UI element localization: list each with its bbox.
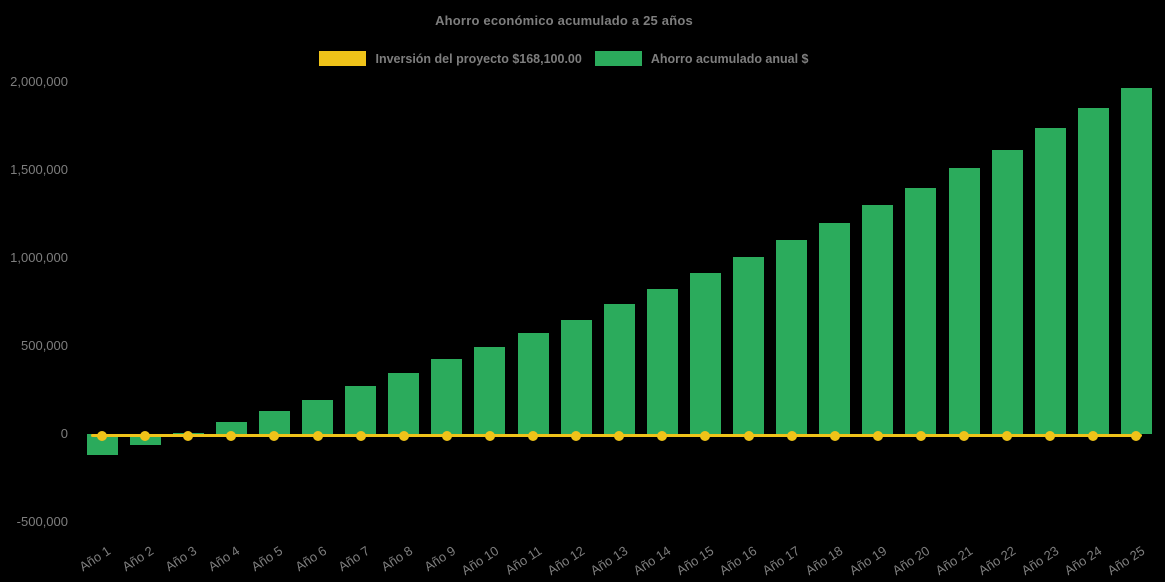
bar-ano-6[interactable]: [302, 399, 333, 434]
x-axis-tick-text: Año 15: [673, 543, 717, 579]
bar-ano-19[interactable]: [862, 205, 894, 434]
investment-line-marker[interactable]: [97, 430, 107, 441]
investment-line-marker[interactable]: [571, 430, 582, 441]
legend-label: Ahorro acumulado anual $: [650, 51, 809, 66]
investment-line-marker[interactable]: [398, 430, 409, 441]
legend: Inversión del proyecto $168,100.00 Ahorro…: [0, 51, 1128, 66]
x-axis-tick-text: Año 14: [630, 543, 674, 579]
investment-line-marker[interactable]: [1088, 430, 1099, 441]
legend-label: Inversión del proyecto $168,100.00: [375, 51, 582, 66]
x-axis-tick-text: Año 9: [421, 543, 458, 575]
legend-item-ahorro[interactable]: Ahorro acumulado anual $: [594, 51, 809, 66]
x-axis-tick-text: Año 8: [378, 543, 415, 575]
x-axis-tick-text: Año 23: [1018, 543, 1062, 579]
investment-line-marker[interactable]: [1131, 430, 1142, 441]
x-axis-tick-text: Año 25: [1104, 543, 1148, 579]
investment-line-marker[interactable]: [786, 430, 797, 441]
x-axis-tick-text: Año 17: [760, 543, 803, 579]
y-axis-tick-label: 1,000,000: [10, 250, 68, 265]
investment-line-marker[interactable]: [872, 430, 883, 441]
y-axis-tick-label: 2,000,000: [10, 74, 68, 89]
investment-line-marker[interactable]: [1002, 430, 1013, 441]
x-axis-tick-text: Año 6: [291, 543, 329, 575]
investment-line-marker[interactable]: [484, 430, 495, 441]
y-axis-tick-label: -500,000: [16, 514, 68, 529]
x-axis-tick-text: Año 4: [205, 543, 243, 575]
x-axis-tick-text: Año 2: [119, 543, 157, 575]
bar-ano-9[interactable]: [431, 359, 463, 434]
x-axis-tick-text: Año 7: [335, 543, 372, 575]
y-axis-tick-label: 0: [60, 426, 68, 441]
x-axis-tick-text: Año 5: [248, 543, 286, 575]
investment-line-marker[interactable]: [743, 430, 754, 441]
bar-ano-7[interactable]: [345, 385, 377, 434]
bar-ano-17[interactable]: [776, 239, 808, 434]
bar-ano-10[interactable]: [474, 346, 506, 434]
investment-line-marker[interactable]: [528, 430, 538, 441]
bar-ano-14[interactable]: [646, 288, 678, 434]
x-axis-tick-text: Año 24: [1061, 543, 1105, 579]
x-axis-tick-text: Año 13: [587, 543, 631, 579]
y-axis-tick-label: 1,500,000: [10, 162, 68, 177]
y-axis-tick-label: 500,000: [21, 338, 68, 353]
bar-ano-16[interactable]: [733, 257, 764, 434]
x-axis-tick-text: Año 3: [162, 543, 200, 575]
bar-ano-18[interactable]: [819, 222, 851, 434]
chart-title: Ahorro económico acumulado a 25 años: [435, 13, 693, 28]
investment-line-marker[interactable]: [614, 430, 625, 441]
investment-line-marker[interactable]: [183, 430, 194, 441]
investment-line-marker[interactable]: [829, 430, 840, 441]
bar-ano-15[interactable]: [689, 272, 721, 434]
chart-header: Ahorro económico acumulado a 25 años Inv…: [0, 0, 1128, 66]
x-axis-tick-text: Año 20: [889, 543, 933, 579]
legend-item-inversion[interactable]: Inversión del proyecto $168,100.00: [319, 51, 582, 66]
x-axis-tick-text: Año 18: [803, 543, 846, 579]
bar-ano-22[interactable]: [991, 149, 1023, 434]
bar-ano-11[interactable]: [517, 332, 549, 434]
bar-ano-12[interactable]: [560, 319, 592, 434]
x-axis-tick-text: Año 1: [76, 543, 114, 575]
investment-line-marker[interactable]: [915, 430, 926, 441]
x-axis-tick-text: Año 12: [544, 543, 588, 579]
x-axis-tick-text: Año 22: [975, 543, 1019, 579]
x-axis-tick-text: Año 10: [458, 543, 502, 579]
investment-line-marker[interactable]: [269, 430, 280, 441]
investment-line-marker[interactable]: [312, 430, 323, 441]
legend-swatch-icon: [594, 51, 642, 66]
investment-line-marker[interactable]: [959, 430, 969, 441]
x-axis-tick-text: Año 11: [502, 543, 545, 578]
bar-ano-5[interactable]: [258, 411, 290, 434]
bar-ano-20[interactable]: [905, 187, 937, 434]
bar-ano-8[interactable]: [388, 373, 420, 434]
x-axis-tick-text: Año 21: [932, 543, 976, 579]
investment-line-marker[interactable]: [657, 430, 668, 441]
bar-ano-13[interactable]: [603, 303, 635, 434]
investment-line-marker[interactable]: [226, 430, 237, 441]
legend-swatch-icon: [319, 51, 367, 66]
x-axis-tick-text: Año 16: [716, 543, 760, 579]
investment-line-marker[interactable]: [700, 430, 711, 441]
x-axis-tick-text: Año 19: [846, 543, 889, 579]
bar-ano-23[interactable]: [1034, 127, 1066, 434]
bar-ano-25[interactable]: [1120, 88, 1152, 434]
bar-ano-21[interactable]: [948, 168, 980, 434]
investment-line-marker[interactable]: [140, 430, 151, 441]
investment-line-marker[interactable]: [355, 430, 366, 441]
investment-line-marker[interactable]: [1045, 430, 1056, 441]
bar-ano-4[interactable]: [215, 421, 247, 434]
bar-ano-1[interactable]: [86, 434, 118, 456]
investment-line-marker[interactable]: [441, 430, 452, 441]
bar-ano-24[interactable]: [1077, 108, 1109, 434]
